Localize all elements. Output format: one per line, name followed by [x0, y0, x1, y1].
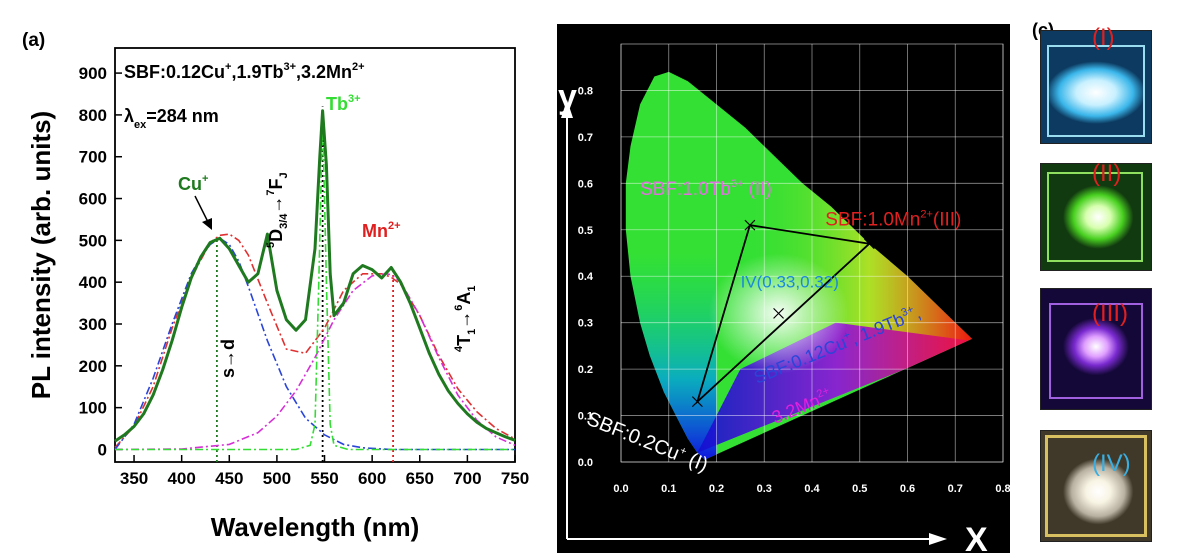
cie-y-tick-label: 0.6 [578, 178, 593, 190]
cie-point-label: SBF:1.0Tb3+ (II) [640, 178, 772, 200]
cie-y-tick-label: 0.4 [578, 271, 594, 283]
cie-y-tick-label: 0.5 [578, 225, 593, 237]
y-tick-label: 500 [79, 231, 107, 250]
cie-y-label: y [558, 78, 577, 116]
cie-point-marker [773, 307, 784, 319]
pl-spectrum-chart: (a) 0 100 200 300 400 500 600 700 800 900 350 400 4… [22, 30, 529, 542]
x-tick-label: 600 [358, 469, 386, 488]
grid-frame [620, 43, 1004, 463]
cu-arrow-head [202, 218, 212, 230]
cie-x-tick-label: 0.1 [661, 483, 676, 495]
panel-b-label: (b) [571, 38, 595, 59]
locus-purple-region [697, 322, 973, 453]
y-tick-label: 200 [79, 357, 107, 376]
y-tick-label: 900 [79, 64, 107, 83]
x-axis-label: Wavelength (nm) [211, 512, 419, 542]
series-line-3 [114, 273, 516, 451]
photo-frame [1049, 303, 1143, 399]
x-tick-label: 400 [167, 469, 195, 488]
cie-x-tick-label: 0.4 [804, 483, 820, 495]
y-tick-label: 400 [79, 273, 107, 292]
cie-x-tick-label: 0.5 [852, 483, 867, 495]
y-tick-label: 300 [79, 315, 107, 334]
y-tick-label: 600 [79, 190, 107, 209]
photo-label-i: (I) [1092, 24, 1115, 51]
cie-y-tick-label: 0.3 [578, 318, 593, 330]
cie-point-label: IV(0.33,0.32) [741, 272, 839, 291]
cie-x-tick-label: 0.7 [948, 483, 963, 495]
cu-label: Cu+ [178, 173, 208, 194]
photo-sample-iv [1040, 430, 1152, 542]
cie-x-tick-label: 0.6 [900, 483, 915, 495]
cie-y-tick-label: 0.7 [578, 132, 593, 144]
x-tick-label: 700 [453, 469, 481, 488]
photo-label-iv: (IV) [1092, 450, 1131, 477]
cie-point-marker [744, 219, 756, 231]
cie-chromaticity-chart: (b) 0.0 0.1 0.2 0.3 0.4 0.5 0.6 0.7 0.8 0.0 0.1 0.2… [557, 24, 1010, 553]
cie-x-label: X [965, 521, 988, 553]
cie-x-tick-label: 0.0 [613, 483, 628, 495]
excitation-label: λex=284 nm [124, 106, 219, 131]
panel-a-label: (a) [22, 30, 45, 51]
x-tick-label: 650 [406, 469, 434, 488]
gamut-triangle [695, 224, 872, 405]
photo-sample-ii [1040, 163, 1152, 271]
x-tick-label: 750 [501, 469, 529, 488]
y-tick-label: 0 [98, 440, 107, 459]
photo-label-iii: (III) [1092, 300, 1128, 327]
y-tick-label: 800 [79, 106, 107, 125]
photo-frame [1047, 172, 1143, 262]
cie-point-marker [863, 238, 875, 250]
series-line-0 [114, 109, 516, 443]
mn-label: Mn2+ [362, 220, 401, 241]
x-tick-label: 550 [310, 469, 338, 488]
series-line-2 [114, 237, 515, 451]
cie-x-tick-label: 0.2 [709, 483, 724, 495]
tb-label: Tb3+ [326, 93, 361, 114]
tb-transition-label: 5D3/4→7FJ [265, 172, 290, 248]
mn-transition-label: 4T1→6A1 [453, 286, 478, 353]
cie-y-tick-label: 0.8 [578, 85, 593, 97]
photo-frame [1047, 45, 1145, 137]
composition-label: SBF:0.12Cu+,1.9Tb3+,3.2Mn2+ [124, 61, 365, 82]
cie-point-marker [691, 396, 703, 408]
cie-y-tick-label: 0.0 [578, 457, 593, 469]
photo-sample-i [1040, 30, 1152, 144]
cie-x-tick-label: 0.3 [757, 483, 772, 495]
x-axis-arrow-head [929, 533, 947, 545]
cie-y-tick-label: 0.2 [578, 364, 593, 376]
photo-label-ii: (II) [1092, 160, 1122, 187]
y-axis-label: PL intensity (arb. units) [26, 111, 56, 399]
photo-sample-iii [1040, 288, 1152, 410]
cu-arrow [194, 195, 209, 223]
y-axis-arrow-head [561, 100, 573, 118]
cie-x-tick-label: 0.8 [995, 483, 1010, 495]
x-tick-label: 450 [215, 469, 243, 488]
x-tick-label: 500 [263, 469, 291, 488]
y-tick-label: 700 [79, 148, 107, 167]
y-tick-label: 100 [79, 399, 107, 418]
cie-point-label: SBF:1.0Mn2+(III) [825, 209, 961, 231]
x-tick-label: 350 [120, 469, 148, 488]
plot-frame [114, 47, 516, 463]
photo-frame [1045, 435, 1147, 537]
s-d-label: s→d [218, 339, 238, 378]
cie-y-tick-label: 0.1 [578, 411, 593, 423]
